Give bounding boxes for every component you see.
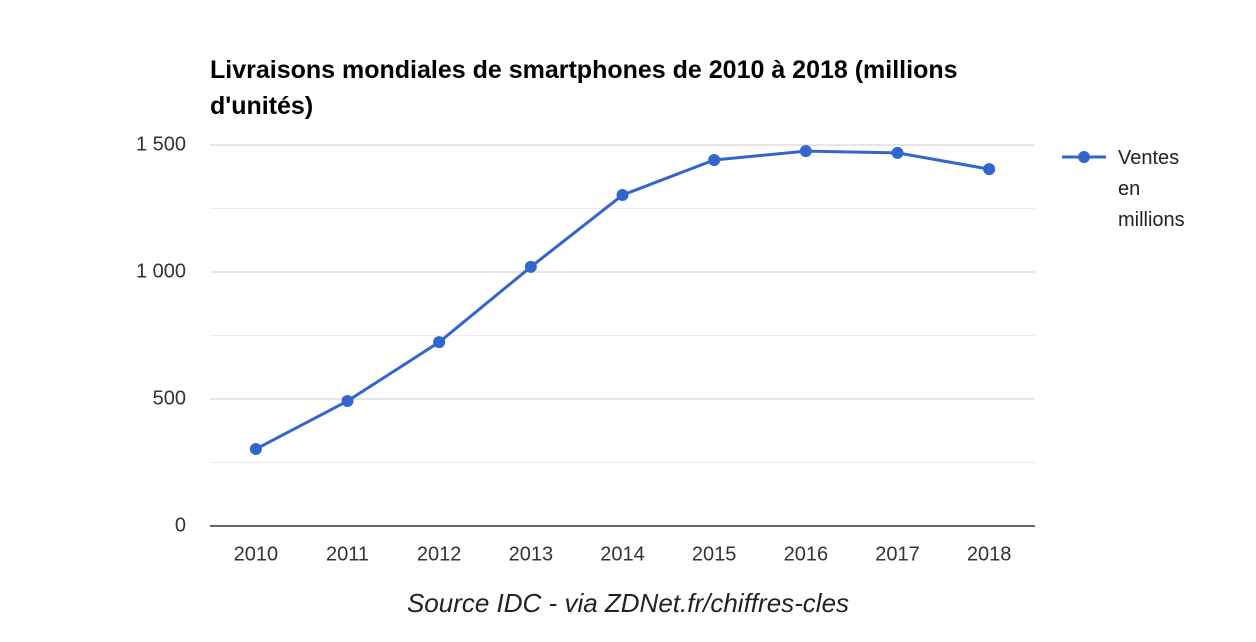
y-tick-label: 1 000 [136,260,186,282]
data-point [708,153,721,166]
x-tick-label: 2015 [692,543,737,565]
chart-title: Livraisons mondiales de smartphones de 2… [210,56,958,120]
x-tick-label: 2013 [509,543,554,565]
y-tick-label: 0 [175,514,186,536]
data-point [433,336,446,349]
y-tick-label: 500 [153,387,186,409]
legend-label: Ventes en millions [1118,147,1185,231]
data-point [249,443,262,456]
data-point [891,146,904,159]
x-tick-label: 2018 [967,543,1012,565]
x-tick-label: 2017 [875,543,920,565]
legend-marker [1078,151,1090,163]
data-point [524,260,537,273]
x-tick-label: 2014 [600,543,645,565]
data-point [983,163,996,176]
x-tick-label: 2010 [234,543,279,565]
source-note: Source IDC - via ZDNet.fr/chiffres-cles [406,588,850,618]
x-tick-label: 2016 [784,543,829,565]
data-point [616,189,629,202]
y-tick-label: 1 500 [136,133,186,155]
x-tick-label: 2011 [326,543,369,565]
data-point [341,395,354,408]
data-point [799,145,812,158]
x-tick-label: 2012 [417,543,462,565]
